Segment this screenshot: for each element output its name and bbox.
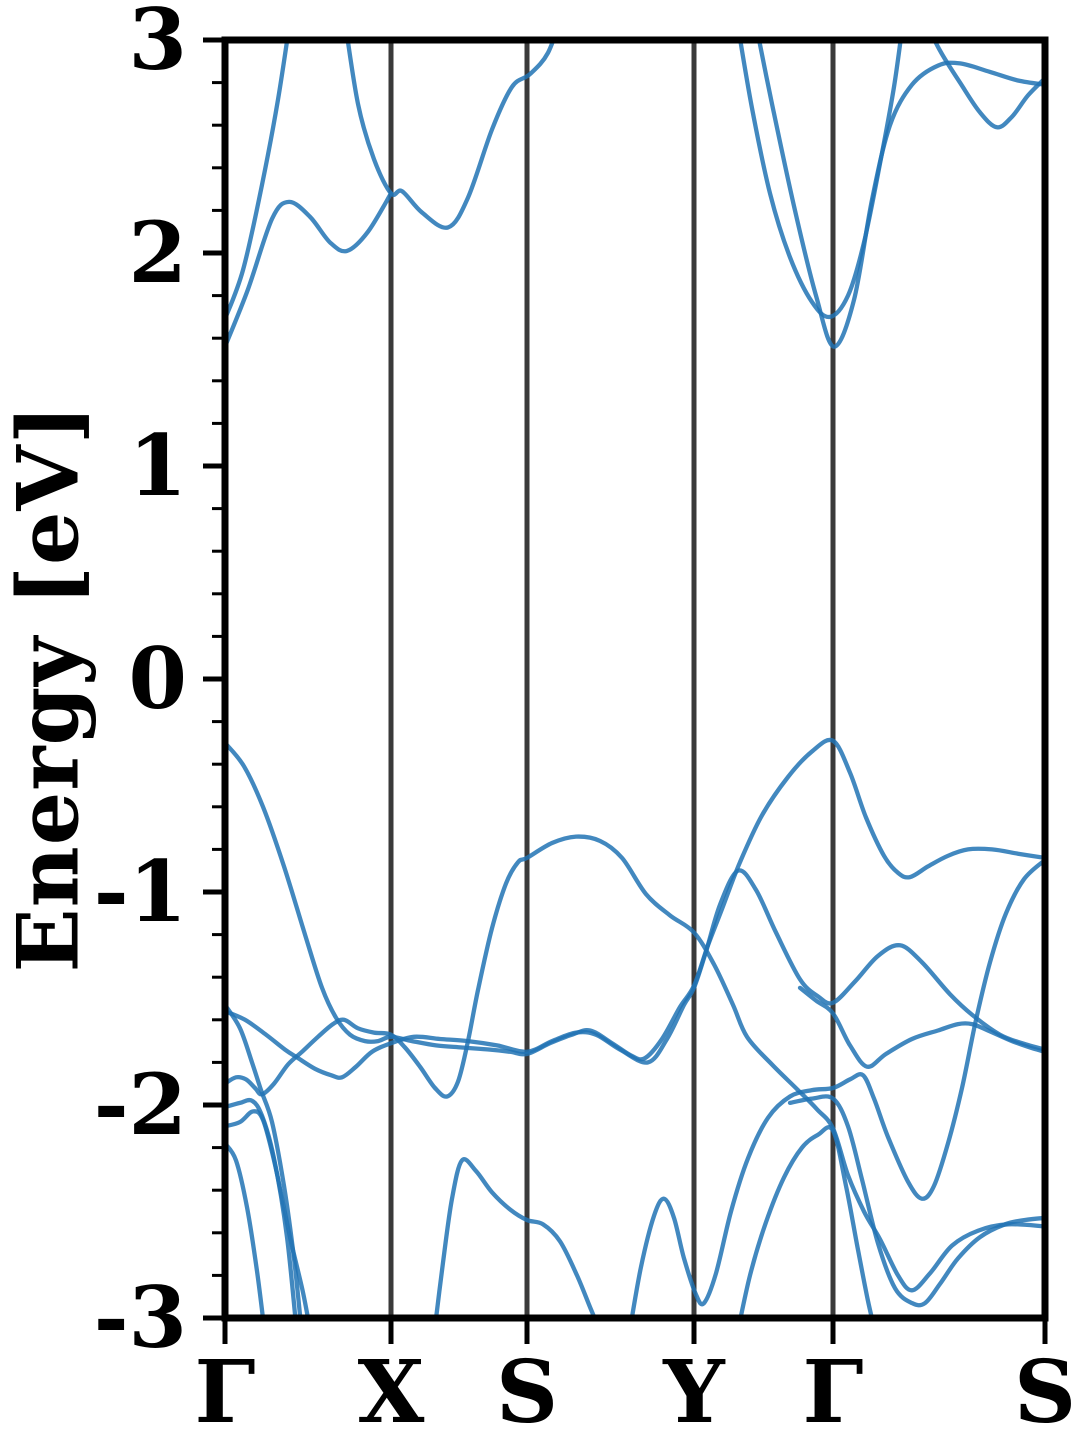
x-tick-label: X	[358, 1342, 425, 1440]
band-line-valence-dive-3	[225, 1109, 311, 1318]
band-line-valence-riser-2	[738, 1125, 875, 1318]
x-tick-label: Y	[662, 1342, 726, 1440]
x-tick-label: Γ	[194, 1342, 255, 1440]
x-tick-label: S	[496, 1342, 558, 1440]
y-axis-title: Energy [eV]	[0, 403, 98, 973]
band-line-valence-weave-dip-rise-chain	[225, 834, 1045, 1293]
band-line-conduction-steep-gamma1	[225, 40, 290, 322]
y-tick-label: -3	[94, 1268, 187, 1367]
x-tick-label: S	[1014, 1342, 1076, 1440]
y-tick-label: 2	[129, 203, 187, 302]
band-line-conduction-X-S	[345, 40, 556, 230]
band-line-valence-second-chain	[225, 868, 1045, 1080]
band-line-valence-dive-4	[225, 1141, 266, 1318]
band-line-valence-max-chain	[225, 737, 1045, 1062]
plot-frame	[221, 36, 1049, 1322]
band-line-conduction-right-dip	[932, 40, 1045, 130]
band-line-valence-v-band	[797, 985, 1045, 1069]
band-line-conduction-gamma2-outer	[756, 40, 1045, 349]
y-tick-label: 1	[129, 416, 187, 515]
y-tick-label: -2	[94, 1055, 187, 1154]
y-tick-label: 0	[129, 629, 187, 728]
y-tick-label: -1	[94, 842, 187, 941]
y-tick-label: 3	[129, 0, 187, 89]
x-tick-label: Γ	[802, 1342, 863, 1440]
band-line-valence-parabola-Y-plateau-chain	[629, 857, 1045, 1318]
bands-group	[225, 40, 1045, 1318]
band-line-conduction-wavy-gamma1-X	[225, 191, 394, 349]
band-line-valence-plateau-deepV	[787, 1094, 1045, 1308]
band-line-valence-parabola-S	[433, 1157, 597, 1318]
